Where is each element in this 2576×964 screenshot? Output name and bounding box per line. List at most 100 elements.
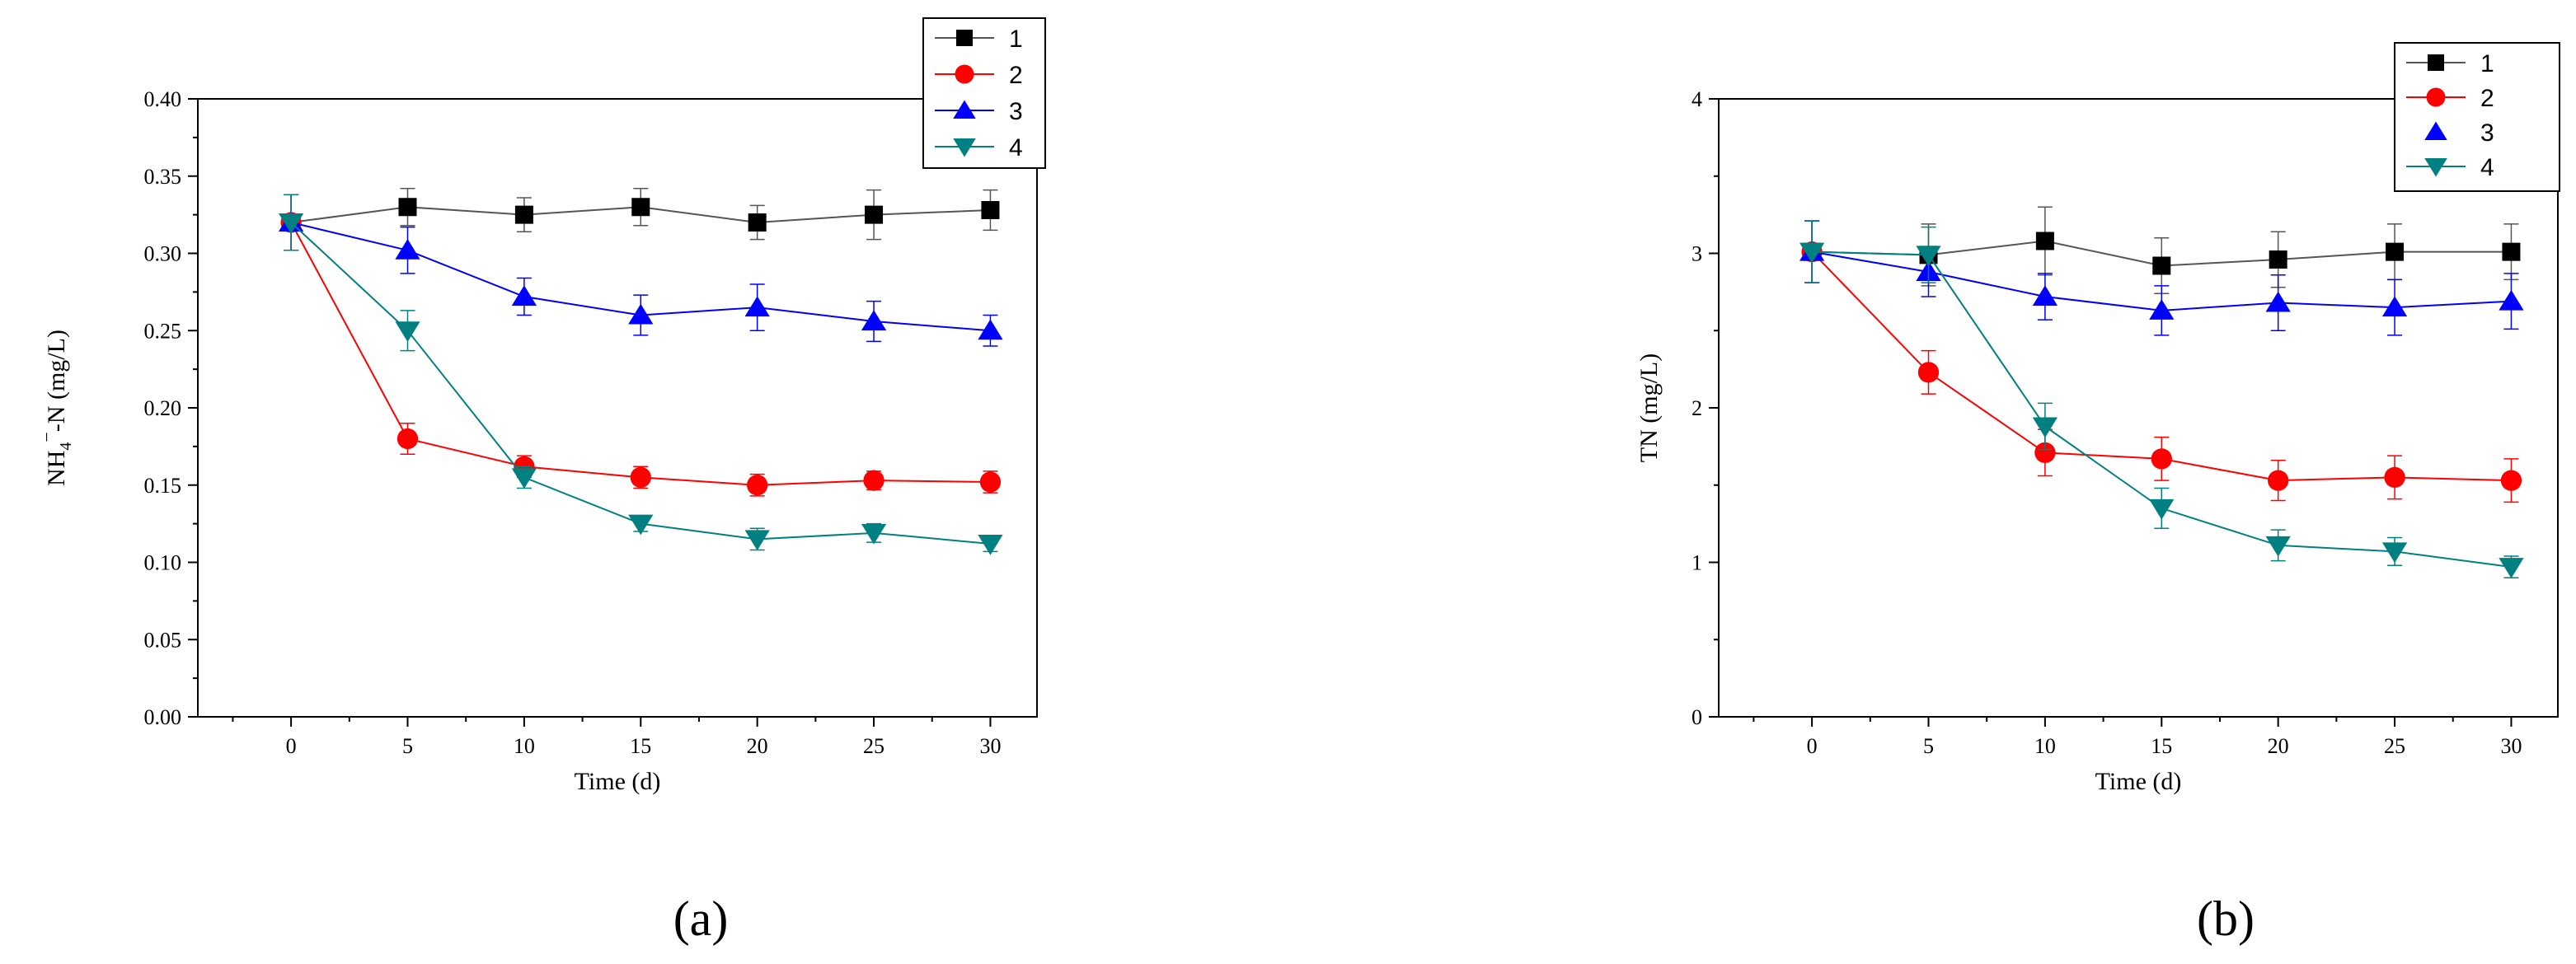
- data-point: [2381, 542, 2408, 564]
- legend-label: 3: [1009, 98, 1023, 125]
- plot-frame: [197, 98, 1038, 718]
- data-point: [2265, 536, 2291, 557]
- data-point: [628, 303, 654, 325]
- legend-label: 1: [2480, 50, 2494, 77]
- chart-panel-b: 0 5 10 15 20 25 30 0 1 2 3 4 Time (d) TN (mg/L) 1 2 3 4 (b…: [1635, 42, 2560, 946]
- data-point: [2034, 442, 2056, 464]
- y-tick-label: 0.30: [144, 242, 182, 266]
- chart-panel-a: 0 5 10 15 20 25 30 0.00 0.05 0.10 0.15 0.20 0.25 0.30…: [36, 17, 1046, 946]
- data-point: [395, 239, 420, 260]
- y-tick-label: 1: [1692, 551, 1702, 575]
- legend: 1 2 3 4: [922, 17, 1046, 169]
- y-axis-label-sub: 4: [57, 442, 75, 451]
- legend-marker: [2424, 121, 2447, 140]
- legend-entry: 2: [2406, 85, 2494, 112]
- legend-marker: [2426, 87, 2446, 107]
- series-line: [290, 222, 991, 486]
- y-tick-label: 0.25: [144, 319, 182, 343]
- data-point: [744, 296, 770, 317]
- data-point: [514, 205, 533, 224]
- series-4: [1799, 220, 2524, 578]
- legend-marker: [955, 64, 974, 84]
- y-axis-label: NH4−-N (mg/L): [36, 330, 75, 486]
- data-point: [2502, 242, 2521, 261]
- legend-frame: [2394, 42, 2560, 192]
- x-tick-label: 25: [2384, 734, 2405, 758]
- y-axis-label-rest: -N (mg/L): [43, 330, 70, 432]
- legend-label: 2: [1009, 62, 1023, 89]
- y-axis-label: TN (mg/L): [1635, 353, 1663, 462]
- legend: 1 2 3 4: [2394, 42, 2560, 192]
- x-tick-label: 30: [2500, 734, 2522, 758]
- data-point: [861, 523, 887, 545]
- data-point: [2500, 470, 2522, 491]
- data-point: [863, 470, 884, 491]
- legend-entry: 2: [935, 62, 1023, 89]
- series-1: [1803, 206, 2521, 294]
- legend-label: 2: [2480, 85, 2494, 112]
- data-point: [744, 530, 770, 551]
- data-point: [978, 535, 1003, 555]
- data-point: [1916, 246, 1941, 267]
- data-point: [865, 205, 884, 224]
- data-point: [398, 198, 417, 217]
- y-tick-label: 3: [1692, 242, 1702, 266]
- x-tick-label: 10: [2034, 734, 2056, 758]
- data-point: [2268, 470, 2289, 491]
- legend-marker: [2424, 158, 2447, 177]
- data-point: [2499, 558, 2524, 578]
- y-axis-label-sup: −: [36, 432, 57, 442]
- legend-entry: 3: [2424, 119, 2494, 147]
- legend-label: 1: [1009, 26, 1023, 53]
- data-point: [628, 514, 654, 536]
- y-tick-label: 0.15: [144, 474, 182, 498]
- data-point: [2384, 466, 2405, 489]
- y-tick-label: 0.20: [144, 396, 182, 420]
- y-tick-label: 2: [1692, 396, 1702, 420]
- data-point: [631, 198, 650, 217]
- x-tick-label: 25: [863, 734, 884, 758]
- data-point: [278, 213, 304, 234]
- data-point: [979, 471, 1002, 493]
- data-point: [2269, 250, 2287, 269]
- data-point: [395, 321, 420, 342]
- series-3: [278, 194, 1003, 347]
- x-tick-label: 10: [514, 734, 535, 758]
- panel-label: (a): [673, 891, 729, 946]
- data-point: [511, 285, 537, 306]
- data-point: [1917, 362, 1940, 383]
- legend-entry: 4: [935, 134, 1023, 161]
- y-tick-label: 0.00: [144, 705, 182, 729]
- legend-entry: 4: [2406, 154, 2494, 181]
- y-tick-label: 0.35: [144, 165, 182, 189]
- x-axis-label: Time (d): [2095, 768, 2182, 795]
- data-point: [978, 319, 1003, 340]
- series-1: [282, 188, 1000, 251]
- series-4: [278, 194, 1003, 555]
- data-point: [861, 310, 887, 330]
- x-tick-label: 5: [402, 734, 413, 758]
- x-tick-label: 5: [1923, 734, 1934, 758]
- legend-frame: [922, 17, 1046, 169]
- x-tick-label: 0: [286, 734, 297, 758]
- data-point: [2035, 232, 2054, 250]
- legend-entry: 1: [2406, 50, 2494, 77]
- legend-marker: [956, 30, 973, 46]
- y-tick-label: 0.40: [144, 87, 182, 111]
- y-tick-label: 0: [1692, 705, 1702, 729]
- legend-label: 3: [2480, 119, 2494, 147]
- data-point: [2032, 417, 2058, 438]
- series-line: [290, 222, 991, 545]
- data-point: [747, 475, 768, 496]
- x-tick-label: 0: [1807, 734, 1818, 758]
- x-tick-label: 15: [2151, 734, 2172, 758]
- data-point: [981, 201, 1000, 219]
- data-point: [396, 428, 419, 450]
- legend-entry: 3: [935, 98, 1023, 125]
- data-point: [2386, 242, 2405, 261]
- legend-marker: [953, 138, 976, 157]
- x-tick-label: 30: [979, 734, 1001, 758]
- y-axis-label-main: NH: [43, 451, 70, 486]
- legend-label: 4: [1009, 134, 1023, 161]
